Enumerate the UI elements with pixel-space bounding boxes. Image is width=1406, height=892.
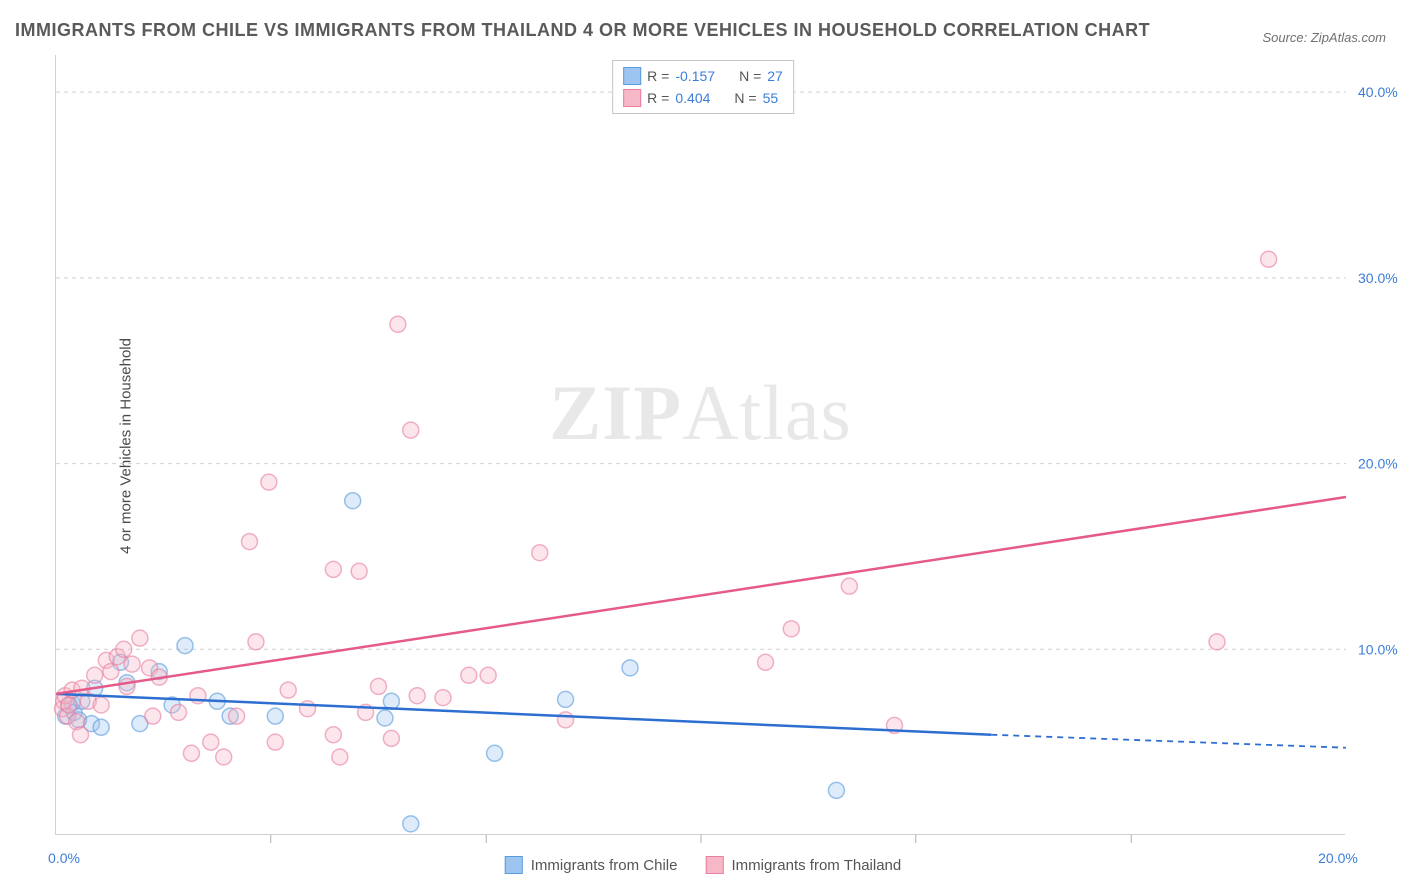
y-tick-label: 40.0% <box>1358 84 1398 100</box>
data-point <box>203 734 219 750</box>
data-point <box>558 691 574 707</box>
data-point <box>383 693 399 709</box>
data-point <box>377 710 393 726</box>
legend-series: Immigrants from Chile Immigrants from Tha… <box>505 856 902 874</box>
data-point <box>487 745 503 761</box>
data-point <box>229 708 245 724</box>
trend-line <box>56 694 991 735</box>
scatter-plot: 10.0%20.0%30.0%40.0%0.0%20.0% <box>56 55 1345 834</box>
legend-n-value: 55 <box>763 90 779 106</box>
legend-n-label: N = <box>739 68 761 84</box>
data-point <box>783 621 799 637</box>
data-point <box>119 678 135 694</box>
data-point <box>93 697 109 713</box>
chart-source: Source: ZipAtlas.com <box>1262 30 1386 45</box>
data-point <box>480 667 496 683</box>
data-point <box>93 719 109 735</box>
data-point <box>124 656 140 672</box>
legend-correlation-row: R = 0.404 N = 55 <box>623 87 783 109</box>
data-point <box>132 630 148 646</box>
data-point <box>267 708 283 724</box>
plot-area: ZIPAtlas 10.0%20.0%30.0%40.0%0.0%20.0% <box>55 55 1345 835</box>
y-tick-label: 10.0% <box>1358 641 1398 657</box>
data-point <box>332 749 348 765</box>
trend-line-extrapolated <box>991 735 1346 748</box>
legend-series-label: Immigrants from Chile <box>531 857 678 874</box>
data-point <box>87 667 103 683</box>
data-point <box>242 534 258 550</box>
data-point <box>171 704 187 720</box>
data-point <box>248 634 264 650</box>
data-point <box>280 682 296 698</box>
legend-series-label: Immigrants from Thailand <box>731 857 901 874</box>
data-point <box>371 678 387 694</box>
legend-r-value: -0.157 <box>675 68 715 84</box>
data-point <box>403 816 419 832</box>
data-point <box>325 561 341 577</box>
legend-r-label: R = <box>647 90 669 106</box>
data-point <box>325 727 341 743</box>
data-point <box>383 730 399 746</box>
data-point <box>145 708 161 724</box>
chart-container: IMMIGRANTS FROM CHILE VS IMMIGRANTS FROM… <box>0 0 1406 892</box>
data-point <box>1261 251 1277 267</box>
legend-n-label: N = <box>734 90 756 106</box>
legend-swatch <box>705 856 723 874</box>
data-point <box>177 638 193 654</box>
data-point <box>532 545 548 561</box>
data-point <box>216 749 232 765</box>
data-point <box>183 745 199 761</box>
data-point <box>558 712 574 728</box>
data-point <box>61 697 77 713</box>
legend-swatch <box>623 89 641 107</box>
data-point <box>267 734 283 750</box>
x-tick-label: 0.0% <box>48 850 80 866</box>
data-point <box>345 493 361 509</box>
legend-r-label: R = <box>647 68 669 84</box>
legend-n-value: 27 <box>767 68 783 84</box>
data-point <box>116 641 132 657</box>
legend-swatch <box>623 67 641 85</box>
data-point <box>103 664 119 680</box>
data-point <box>435 690 451 706</box>
data-point <box>73 727 89 743</box>
data-point <box>390 316 406 332</box>
legend-series-item: Immigrants from Chile <box>505 856 678 874</box>
data-point <box>841 578 857 594</box>
data-point <box>461 667 477 683</box>
legend-series-item: Immigrants from Thailand <box>705 856 901 874</box>
legend-correlation-row: R = -0.157 N = 27 <box>623 65 783 87</box>
legend-swatch <box>505 856 523 874</box>
data-point <box>828 782 844 798</box>
trend-line <box>56 497 1346 694</box>
chart-title: IMMIGRANTS FROM CHILE VS IMMIGRANTS FROM… <box>15 20 1150 41</box>
y-tick-label: 30.0% <box>1358 270 1398 286</box>
data-point <box>351 563 367 579</box>
legend-r-value: 0.404 <box>675 90 710 106</box>
data-point <box>403 422 419 438</box>
legend-correlation: R =-0.157N =27R =0.404N =55 <box>612 60 794 114</box>
data-point <box>758 654 774 670</box>
data-point <box>622 660 638 676</box>
data-point <box>1209 634 1225 650</box>
data-point <box>300 701 316 717</box>
y-tick-label: 20.0% <box>1358 456 1398 472</box>
x-tick-label: 20.0% <box>1318 850 1358 866</box>
data-point <box>261 474 277 490</box>
data-point <box>409 688 425 704</box>
